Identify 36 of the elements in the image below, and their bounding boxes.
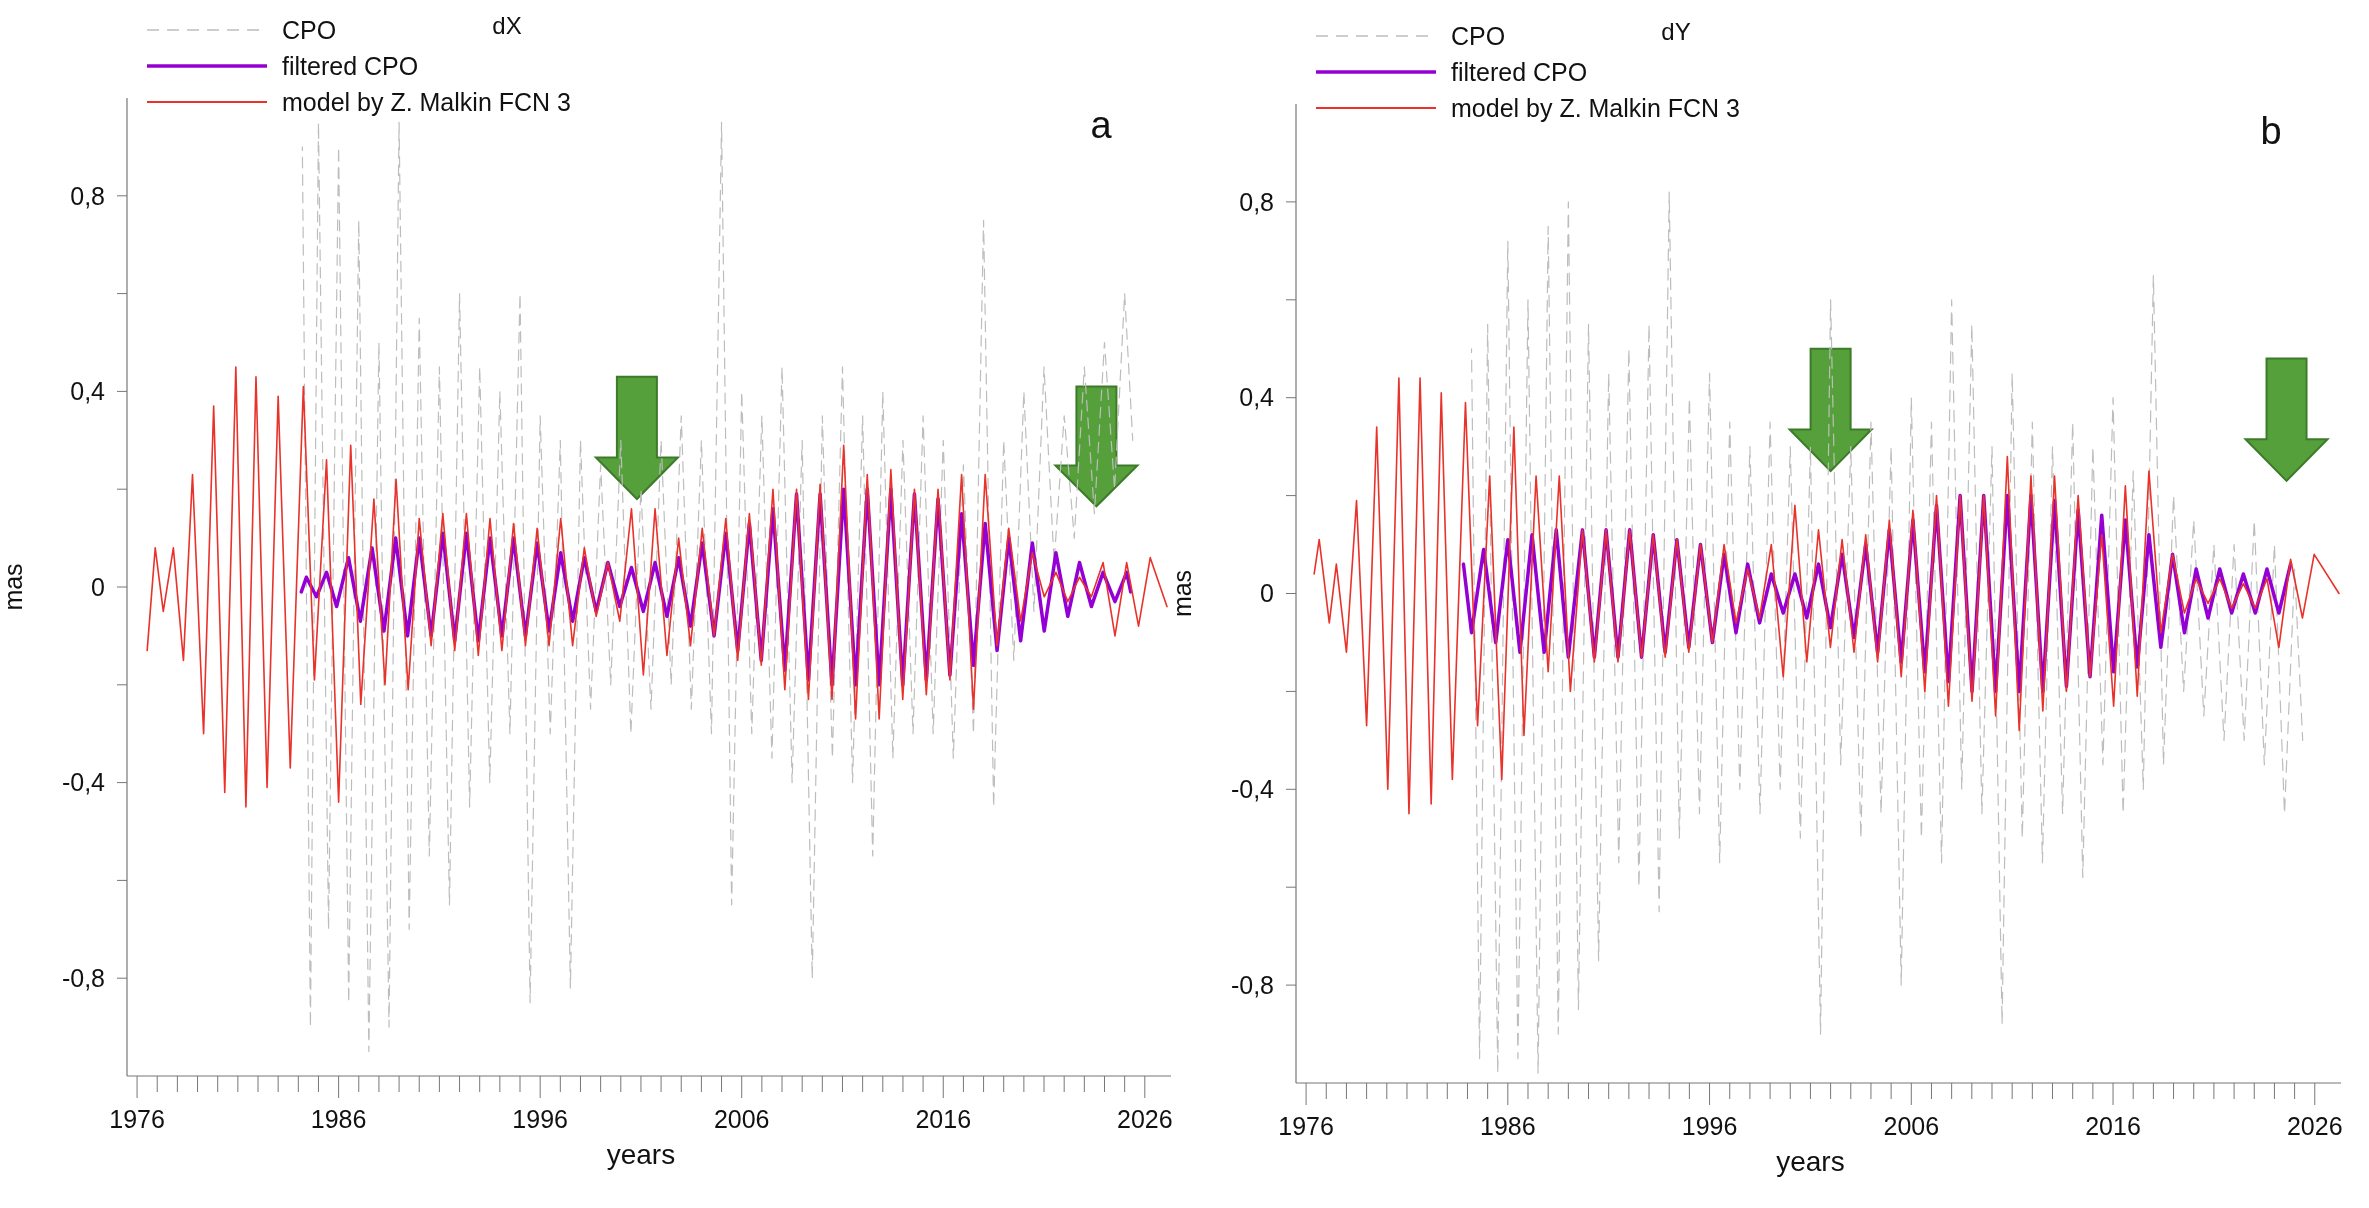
- x-tick-label: 1986: [1480, 1112, 1536, 1140]
- legend-label: model by Z. Malkin FCN 3: [1451, 93, 1740, 122]
- y-tick-label: -0,8: [61, 963, 105, 992]
- legend-label: filtered CPO: [282, 51, 419, 80]
- x-tick-label: 1996: [512, 1105, 568, 1133]
- legend-label: CPO: [282, 15, 337, 44]
- x-tick-label: 1976: [1278, 1112, 1334, 1140]
- annotation: a: [1090, 104, 1113, 146]
- x-tick-label: 1986: [310, 1105, 367, 1133]
- annotation: b: [2260, 110, 2282, 152]
- x-tick-label: 1976: [109, 1105, 165, 1133]
- y-tick-label: 0,8: [1239, 187, 1274, 216]
- y-tick-label: -0,8: [1230, 970, 1274, 999]
- x-tick-label: 2016: [2085, 1112, 2141, 1140]
- y-tick-label: 0,4: [1239, 383, 1275, 412]
- x-tick-label: 2026: [1116, 1105, 1173, 1133]
- x-axis-title: years: [606, 1139, 676, 1170]
- x-tick-label: 2026: [2286, 1112, 2343, 1140]
- y-tick-label: -0,4: [61, 768, 106, 797]
- y-tick-label: 0,4: [70, 377, 106, 406]
- y-axis-title: mas: [1168, 569, 1196, 618]
- x-tick-label: 2016: [915, 1105, 972, 1133]
- y-tick-label: -0,4: [1230, 775, 1275, 804]
- x-tick-label: 2006: [713, 1105, 770, 1133]
- chart-title: dY: [1661, 18, 1691, 45]
- y-tick-label: 0: [1260, 579, 1274, 608]
- x-tick-label: 1996: [1681, 1112, 1738, 1140]
- y-tick-label: 0: [91, 572, 105, 601]
- x-tick-label: 2006: [1883, 1112, 1940, 1140]
- y-tick-label: 0,8: [70, 181, 105, 210]
- legend-label: model by Z. Malkin FCN 3: [282, 87, 571, 116]
- legend-label: filtered CPO: [1451, 57, 1588, 86]
- legend-label: CPO: [1451, 21, 1506, 50]
- y-axis-title: mas: [0, 563, 27, 611]
- x-axis-title: years: [1776, 1146, 1845, 1177]
- chart-title: dX: [492, 12, 522, 39]
